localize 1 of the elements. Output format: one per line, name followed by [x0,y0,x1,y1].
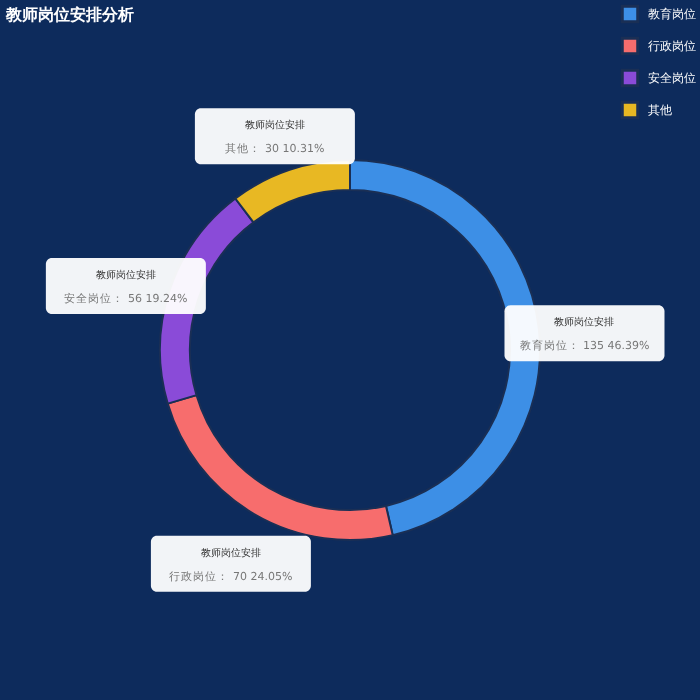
chart-title: 教师岗位安排分析 [4,4,134,24]
